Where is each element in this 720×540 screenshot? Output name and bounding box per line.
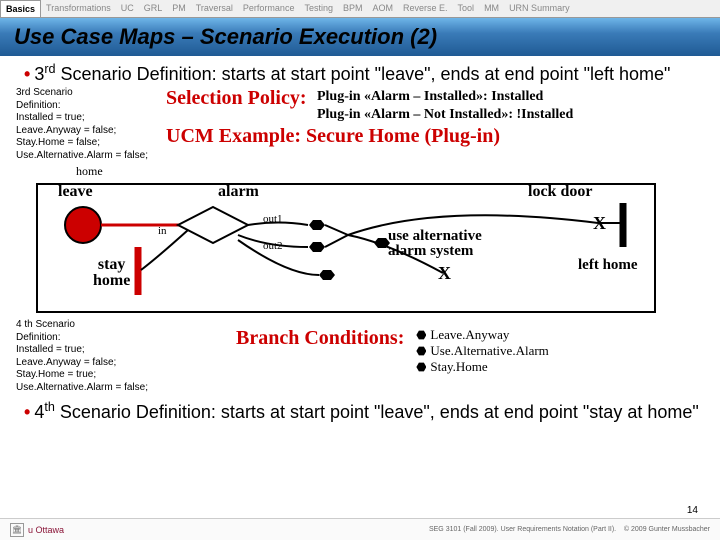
univ-logo-icon: 🏛 (10, 523, 24, 537)
hex-icon (416, 330, 426, 340)
tab-bpm[interactable]: BPM (338, 0, 368, 17)
bullet-3: •3rd Scenario Definition: starts at star… (16, 62, 704, 85)
hex-icon (416, 346, 426, 356)
diagram-box: leave alarm lock door in out1 out2 stay … (36, 183, 656, 313)
title-bar: Use Case Maps – Scenario Execution (2) (0, 18, 720, 56)
tab-uc[interactable]: UC (116, 0, 139, 17)
tab-performance[interactable]: Performance (238, 0, 300, 17)
policy-row: Selection Policy: Plug-in «Alarm – Insta… (166, 87, 704, 123)
row-top: 3rd Scenario Definition: Installed = tru… (16, 87, 704, 162)
example-row: UCM Example: Secure Home (Plug-in) (166, 125, 704, 148)
tab-pm[interactable]: PM (167, 0, 191, 17)
bullet-dot: • (24, 402, 30, 422)
scenario3-def: 3rd Scenario Definition: Installed = tru… (16, 87, 156, 162)
tab-traversal[interactable]: Traversal (191, 0, 238, 17)
content: •3rd Scenario Definition: starts at star… (0, 56, 720, 423)
home-label: home (76, 164, 704, 179)
tab-tool[interactable]: Tool (453, 0, 480, 17)
branch-list: Leave.Anyway Use.Alternative.Alarm Stay.… (416, 327, 548, 375)
tab-bar: BasicsTransformationsUCGRLPMTraversalPer… (0, 0, 720, 18)
footer: 🏛 u Ottawa SEG 3101 (Fall 2009). User Re… (0, 518, 720, 540)
tab-mm[interactable]: MM (479, 0, 504, 17)
tab-urn-summary[interactable]: URN Summary (504, 0, 575, 17)
tab-transformations[interactable]: Transformations (41, 0, 116, 17)
scenario4-def: 4 th Scenario Definition: Installed = tr… (16, 319, 166, 394)
row-branch: 4 th Scenario Definition: Installed = tr… (16, 319, 704, 394)
page-number: 14 (687, 505, 698, 516)
bullet-dot: • (24, 64, 30, 84)
diagram-wrap: leave alarm lock door in out1 out2 stay … (36, 183, 704, 313)
tab-aom[interactable]: AOM (368, 0, 399, 17)
bullet-4: •4th Scenario Definition: starts at star… (16, 400, 704, 423)
policy-col: Selection Policy: Plug-in «Alarm – Insta… (166, 87, 704, 148)
diagram-svg (38, 185, 658, 315)
tab-testing[interactable]: Testing (299, 0, 338, 17)
tab-basics[interactable]: Basics (0, 0, 41, 17)
page-title: Use Case Maps – Scenario Execution (2) (14, 24, 437, 50)
tab-grl[interactable]: GRL (139, 0, 168, 17)
hex-icon (416, 362, 426, 372)
tab-reverse-e-[interactable]: Reverse E. (398, 0, 453, 17)
